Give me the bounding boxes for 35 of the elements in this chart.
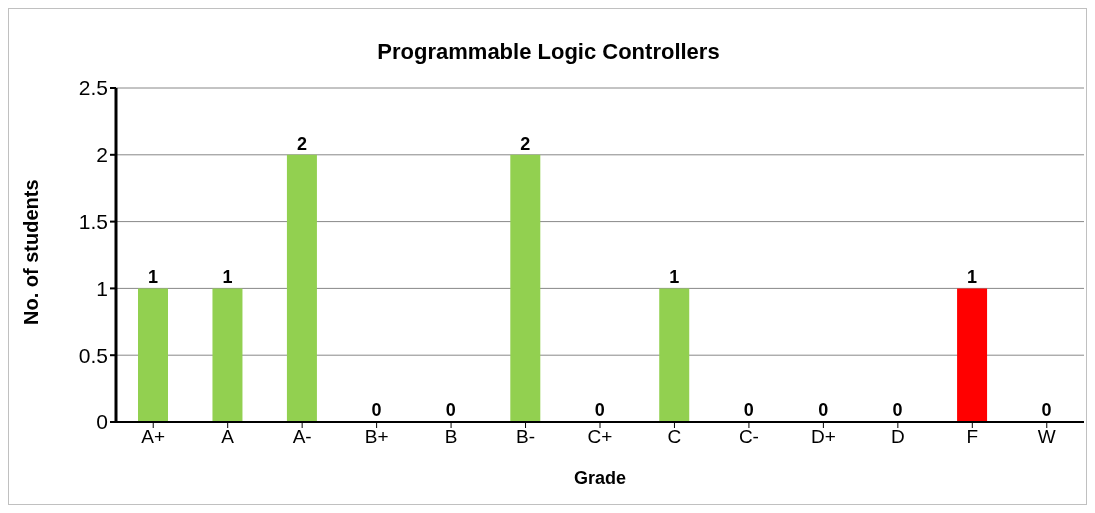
x-tick-label: A- (292, 426, 312, 448)
y-tick-label: 1 (96, 276, 108, 300)
y-tick-label: 2.5 (78, 76, 108, 100)
data-label: 0 (594, 400, 605, 420)
x-tick-label: B (444, 426, 458, 448)
data-label: 1 (147, 267, 159, 288)
data-label: 0 (371, 400, 382, 420)
x-axis-title: Grade (573, 468, 627, 488)
data-label: 1 (222, 267, 233, 288)
x-tick-label: D+ (810, 426, 836, 448)
x-tick-label: F (966, 426, 979, 448)
data-label: 2 (520, 133, 531, 154)
x-tick-label: B- (516, 426, 536, 448)
y-tick-label: 2 (96, 143, 108, 167)
x-tick-label: D (890, 426, 905, 448)
data-label: 0 (445, 400, 456, 420)
x-tick-label: C (667, 426, 682, 448)
data-label: 0 (892, 400, 903, 420)
data-label: 2 (296, 133, 307, 154)
x-tick-label: C- (738, 426, 759, 448)
x-tick-label: A+ (141, 426, 166, 448)
chart-title: Programmable Logic Controllers (376, 39, 721, 65)
data-label: 1 (669, 267, 680, 288)
y-axis-title: No. of students (20, 179, 43, 325)
data-label: 0 (743, 400, 754, 420)
data-label: 0 (818, 400, 829, 420)
x-tick-label: A (221, 426, 235, 448)
x-tick-label: W (1037, 426, 1056, 448)
y-tick-label: 0 (96, 410, 108, 434)
x-tick-label: C+ (587, 426, 613, 448)
data-label: 1 (967, 267, 978, 288)
y-tick-label: 1.5 (78, 210, 108, 234)
x-tick-label: B+ (364, 426, 389, 448)
data-label: 0 (1041, 400, 1052, 420)
y-tick-label: 0.5 (78, 343, 108, 367)
